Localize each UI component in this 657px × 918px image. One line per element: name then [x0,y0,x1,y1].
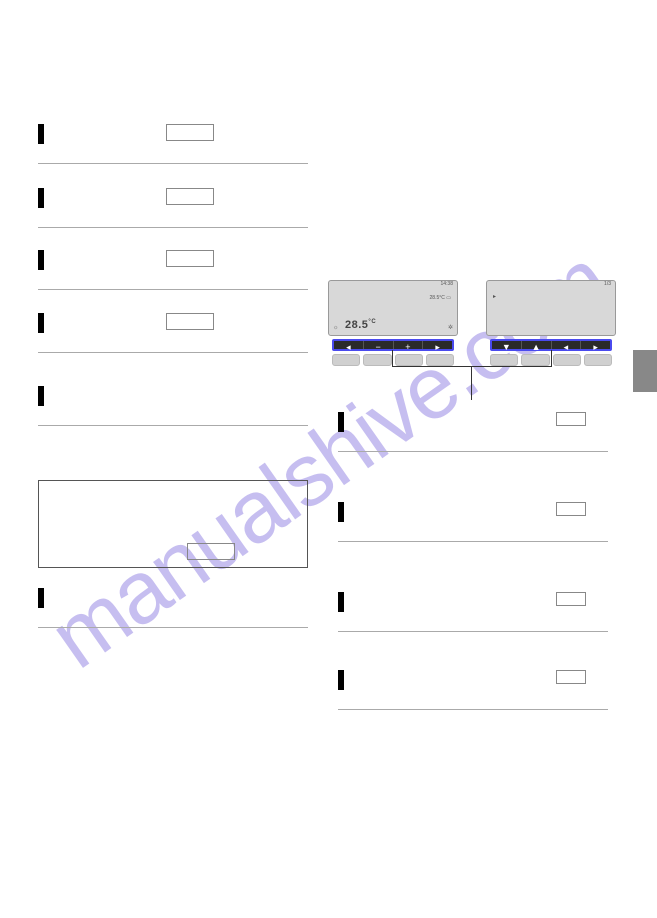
device-screen: 14:38 28.5°C ▭ ☼ 28.5°C ✲ [328,280,458,336]
page-edge-tab [633,350,657,392]
fn-button-right[interactable]: ▸ [581,341,610,349]
device-button[interactable] [426,354,454,366]
screen-icons-right: ✲ [448,324,453,331]
section-block [38,188,308,228]
block-divider [38,289,308,290]
device-button[interactable] [363,354,391,366]
device-button[interactable] [521,354,549,366]
fn-button-prev[interactable]: ◂ [334,341,364,349]
block-marker [338,592,344,612]
fn-button-left[interactable]: ◂ [552,341,582,349]
block-divider [338,709,608,710]
connector-line [551,350,552,366]
callout-box [38,480,308,568]
block-tag [166,188,214,205]
section-block [38,250,308,290]
device-button[interactable] [332,354,360,366]
block-marker [38,313,44,333]
section-block [38,386,308,426]
section-block [38,124,308,164]
connector-line [471,366,472,400]
block-marker [338,502,344,522]
block-tag [556,502,586,516]
fn-button-minus[interactable]: − [364,341,394,349]
block-marker [38,250,44,270]
block-tag [556,592,586,606]
block-tag [166,124,214,141]
button-row [332,354,454,366]
section-block [338,412,608,452]
block-marker [38,588,44,608]
section-block [338,670,608,710]
connector-line [392,350,393,366]
device-button[interactable] [395,354,423,366]
fn-button-next[interactable]: ▸ [423,341,452,349]
function-bar[interactable]: ◂ − + ▸ [332,339,454,351]
block-tag [187,543,235,560]
block-divider [338,541,608,542]
block-tag [556,670,586,684]
page-root: manualshive.com 14:38 28.5°C ▭ ☼ [0,0,657,918]
device-button[interactable] [490,354,518,366]
block-divider [38,352,308,353]
block-tag [556,412,586,426]
block-tag [166,313,214,330]
fn-button-plus[interactable]: + [394,341,424,349]
block-marker [38,124,44,144]
section-block [38,588,308,628]
screen-time: 14:38 [440,281,453,287]
device-button[interactable] [553,354,581,366]
block-divider [38,227,308,228]
block-divider [38,425,308,426]
block-divider [38,163,308,164]
device-button[interactable] [584,354,612,366]
section-block [338,502,608,542]
block-marker [338,412,344,432]
block-divider [338,451,608,452]
screen-main-value: 28.5°C [345,319,376,331]
block-marker [338,670,344,690]
connector-line [392,366,552,367]
screen-icons-left: ☼ [333,325,339,331]
fn-button-down[interactable]: ▼ [492,341,522,349]
fn-button-up[interactable]: ▲ [522,341,552,349]
screen-page: 1/3 [604,281,611,287]
block-marker [38,386,44,406]
remote-controller-left: 14:38 28.5°C ▭ ☼ 28.5°C ✲ ◂ − + ▸ [328,280,458,366]
block-divider [38,627,308,628]
screen-info: 28.5°C ▭ [430,295,451,301]
device-screen: 1/3 ▸ [486,280,616,336]
screen-cursor-icon: ▸ [493,293,496,300]
block-divider [338,631,608,632]
section-block [338,592,608,632]
block-tag [166,250,214,267]
section-block [38,313,308,353]
block-marker [38,188,44,208]
